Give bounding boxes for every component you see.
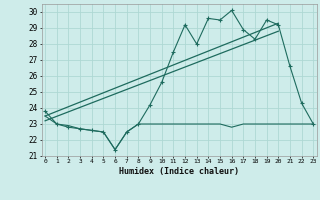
X-axis label: Humidex (Indice chaleur): Humidex (Indice chaleur) [119,167,239,176]
